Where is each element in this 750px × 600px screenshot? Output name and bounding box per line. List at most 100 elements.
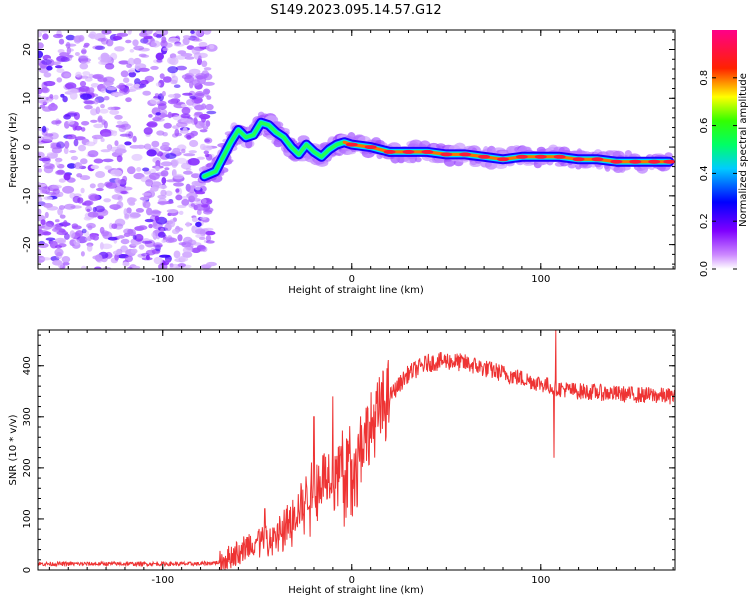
noise-blob	[164, 259, 171, 263]
noise-blob	[206, 261, 217, 267]
noise-blob	[62, 261, 70, 266]
noise-blob	[191, 173, 201, 179]
noise-blob	[67, 54, 74, 58]
noise-blob	[206, 95, 212, 100]
noise-blob	[143, 143, 152, 150]
ridge-peak	[440, 152, 453, 157]
noise-blob	[97, 75, 104, 82]
noise-blob	[41, 135, 54, 142]
noise-blob	[182, 246, 193, 254]
noise-blob	[199, 129, 208, 133]
noise-blob	[125, 39, 132, 44]
snr-frame	[37, 329, 676, 571]
ridge-peak	[591, 157, 604, 162]
noise-blob	[155, 160, 161, 168]
noise-blob	[191, 47, 201, 55]
noise-blob	[43, 80, 56, 87]
noise-blob	[95, 171, 106, 178]
noise-blob	[171, 228, 180, 235]
noise-blob	[126, 197, 136, 205]
noise-blob	[61, 230, 67, 235]
noise-blob	[69, 230, 76, 239]
noise-blob	[151, 140, 160, 148]
noise-blob	[138, 67, 150, 72]
noise-blob	[130, 242, 139, 247]
noise-blob	[171, 75, 179, 84]
noise-blob	[112, 92, 124, 97]
noise-blob	[150, 40, 161, 48]
noise-blob	[54, 237, 66, 244]
noise-blob	[67, 163, 77, 169]
noise-blob	[141, 252, 150, 257]
noise-blob	[38, 42, 44, 49]
noise-blob	[201, 198, 207, 204]
noise-blob	[164, 190, 173, 197]
ridge-peak	[572, 157, 585, 162]
noise-blob	[181, 198, 190, 206]
colorbar-tick-label: 0.2	[699, 213, 710, 229]
noise-blob	[198, 113, 211, 120]
noise-blob	[191, 198, 201, 202]
noise-blob	[161, 239, 166, 243]
noise-blob	[127, 30, 132, 35]
noise-blob	[116, 32, 129, 37]
noise-blob	[129, 145, 142, 149]
spectrogram-xlabel: Height of straight line (km)	[288, 285, 424, 296]
noise-blob	[71, 223, 79, 229]
noise-blob	[139, 32, 148, 37]
noise-blob	[87, 225, 93, 231]
noise-blob	[182, 195, 189, 200]
figure-title: S149.2023.095.14.57.G12	[270, 3, 441, 18]
noise-blob	[188, 150, 197, 154]
noise-blob	[189, 139, 199, 148]
noise-blob	[196, 156, 205, 160]
noise-blob	[127, 166, 136, 175]
noise-blob	[93, 158, 104, 164]
noise-blob	[111, 194, 123, 200]
ridge-halo	[579, 163, 592, 169]
noise-blob	[173, 84, 181, 88]
noise-blob	[139, 196, 150, 201]
noise-blob	[81, 121, 90, 126]
noise-blob	[167, 111, 172, 119]
noise-blob	[145, 179, 154, 187]
noise-blob	[177, 204, 187, 209]
noise-blob	[49, 152, 59, 157]
noise-blob	[51, 227, 64, 233]
y-tick-label: -10	[22, 188, 33, 204]
noise-blob	[205, 234, 212, 242]
noise-blob	[188, 35, 198, 41]
noise-blob	[50, 142, 57, 148]
noise-blob	[128, 71, 137, 78]
ridge-peak	[553, 154, 566, 159]
noise-blob	[159, 112, 167, 118]
noise-blob	[192, 242, 202, 246]
noise-blob	[73, 138, 79, 147]
noise-blob	[73, 239, 80, 246]
x-tick-label: 100	[531, 274, 550, 285]
noise-blob	[172, 115, 181, 121]
noise-blob	[148, 223, 153, 229]
noise-blob	[94, 254, 103, 262]
noise-blob	[205, 153, 213, 161]
noise-blob	[202, 126, 209, 130]
colorbar-tick-label: 0.4	[699, 165, 710, 181]
x-tick-label: 0	[349, 274, 355, 285]
ridge-peak	[345, 142, 358, 147]
noise-blob	[73, 162, 83, 170]
noise-blob	[103, 82, 113, 88]
noise-blob	[185, 167, 192, 172]
noise-blob	[66, 46, 72, 55]
noise-blob	[50, 61, 61, 66]
noise-blob	[45, 191, 57, 195]
noise-blob	[144, 218, 154, 223]
noise-blob	[187, 158, 200, 166]
noise-blob	[142, 90, 151, 96]
noise-blob	[65, 41, 71, 49]
noise-blob	[120, 70, 129, 78]
noise-blob	[123, 228, 132, 235]
noise-blob	[198, 41, 208, 48]
noise-blob	[38, 135, 43, 142]
